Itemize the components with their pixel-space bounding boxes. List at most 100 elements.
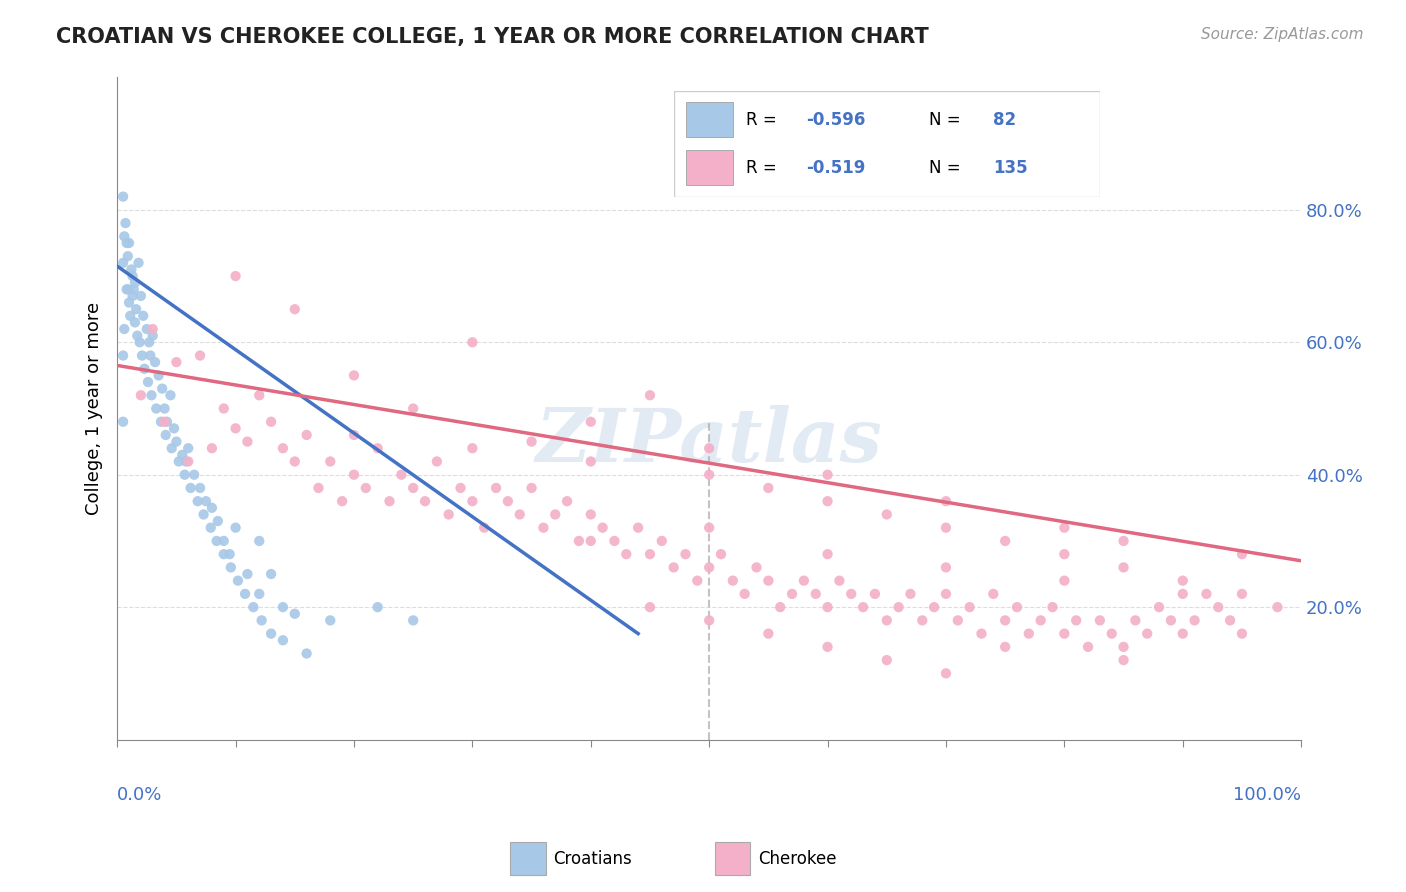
Point	[852, 600, 875, 615]
Point	[817, 547, 839, 561]
Text: CROATIAN VS CHEROKEE COLLEGE, 1 YEAR OR MORE CORRELATION CHART: CROATIAN VS CHEROKEE COLLEGE, 1 YEAR OR …	[56, 27, 929, 46]
Point	[165, 434, 187, 449]
Point	[1171, 626, 1194, 640]
Point	[1160, 613, 1182, 627]
Point	[271, 600, 294, 615]
Y-axis label: College, 1 year or more: College, 1 year or more	[86, 301, 103, 515]
Point	[112, 256, 135, 270]
Text: Croatians: Croatians	[554, 849, 633, 868]
Point	[156, 415, 179, 429]
Point	[120, 262, 142, 277]
Point	[378, 494, 401, 508]
Point	[756, 626, 779, 640]
Point	[461, 335, 484, 350]
Point	[911, 613, 934, 627]
Point	[1230, 587, 1253, 601]
Point	[131, 349, 153, 363]
Point	[145, 401, 167, 416]
Point	[260, 626, 283, 640]
Point	[247, 388, 270, 402]
Point	[319, 454, 342, 468]
Point	[142, 328, 165, 343]
Point	[114, 216, 136, 230]
Point	[150, 415, 173, 429]
Point	[242, 600, 264, 615]
Point	[579, 508, 602, 522]
Point	[129, 388, 152, 402]
Point	[544, 508, 567, 522]
Point	[900, 587, 922, 601]
Point	[710, 547, 733, 561]
Point	[426, 454, 449, 468]
Point	[195, 494, 218, 508]
Point	[697, 521, 720, 535]
Point	[142, 322, 165, 336]
Point	[437, 508, 460, 522]
Point	[212, 547, 235, 561]
Point	[1064, 613, 1087, 627]
Point	[132, 309, 155, 323]
Point	[207, 514, 229, 528]
Point	[200, 521, 222, 535]
Point	[461, 441, 484, 455]
Point	[887, 600, 910, 615]
Point	[112, 349, 135, 363]
Point	[1267, 600, 1289, 615]
Point	[236, 567, 259, 582]
Point	[1171, 574, 1194, 588]
Point	[136, 375, 159, 389]
Point	[697, 613, 720, 627]
Point	[115, 235, 138, 250]
Point	[935, 521, 957, 535]
Point	[1184, 613, 1206, 627]
Point	[205, 533, 228, 548]
Point	[651, 533, 673, 548]
Point	[138, 335, 160, 350]
Point	[284, 454, 307, 468]
Point	[120, 309, 142, 323]
Point	[225, 269, 247, 284]
Point	[295, 428, 318, 442]
Point	[135, 322, 157, 336]
Point	[118, 295, 141, 310]
Point	[817, 467, 839, 482]
Point	[922, 600, 945, 615]
Point	[935, 494, 957, 508]
Point	[946, 613, 969, 627]
Point	[876, 508, 898, 522]
Point	[1195, 587, 1218, 601]
Point	[461, 494, 484, 508]
Point	[148, 368, 170, 383]
Point	[1230, 626, 1253, 640]
Point	[662, 560, 685, 574]
Point	[959, 600, 981, 615]
Point	[555, 494, 578, 508]
Point	[686, 574, 709, 588]
Point	[167, 454, 190, 468]
Point	[994, 613, 1017, 627]
Point	[793, 574, 815, 588]
Point	[128, 335, 150, 350]
Point	[981, 587, 1004, 601]
Point	[225, 421, 247, 435]
Point	[721, 574, 744, 588]
Point	[1029, 613, 1052, 627]
Point	[367, 441, 389, 455]
Point	[638, 547, 661, 561]
Point	[817, 600, 839, 615]
Point	[271, 633, 294, 648]
Point	[509, 508, 531, 522]
Point	[121, 289, 143, 303]
Point	[343, 428, 366, 442]
Point	[697, 560, 720, 574]
Point	[183, 467, 205, 482]
Point	[117, 249, 139, 263]
Point	[271, 441, 294, 455]
Point	[769, 600, 792, 615]
Point	[260, 567, 283, 582]
Point	[863, 587, 886, 601]
Point	[413, 494, 436, 508]
Point	[1088, 613, 1111, 627]
Point	[124, 315, 146, 329]
Point	[579, 454, 602, 468]
